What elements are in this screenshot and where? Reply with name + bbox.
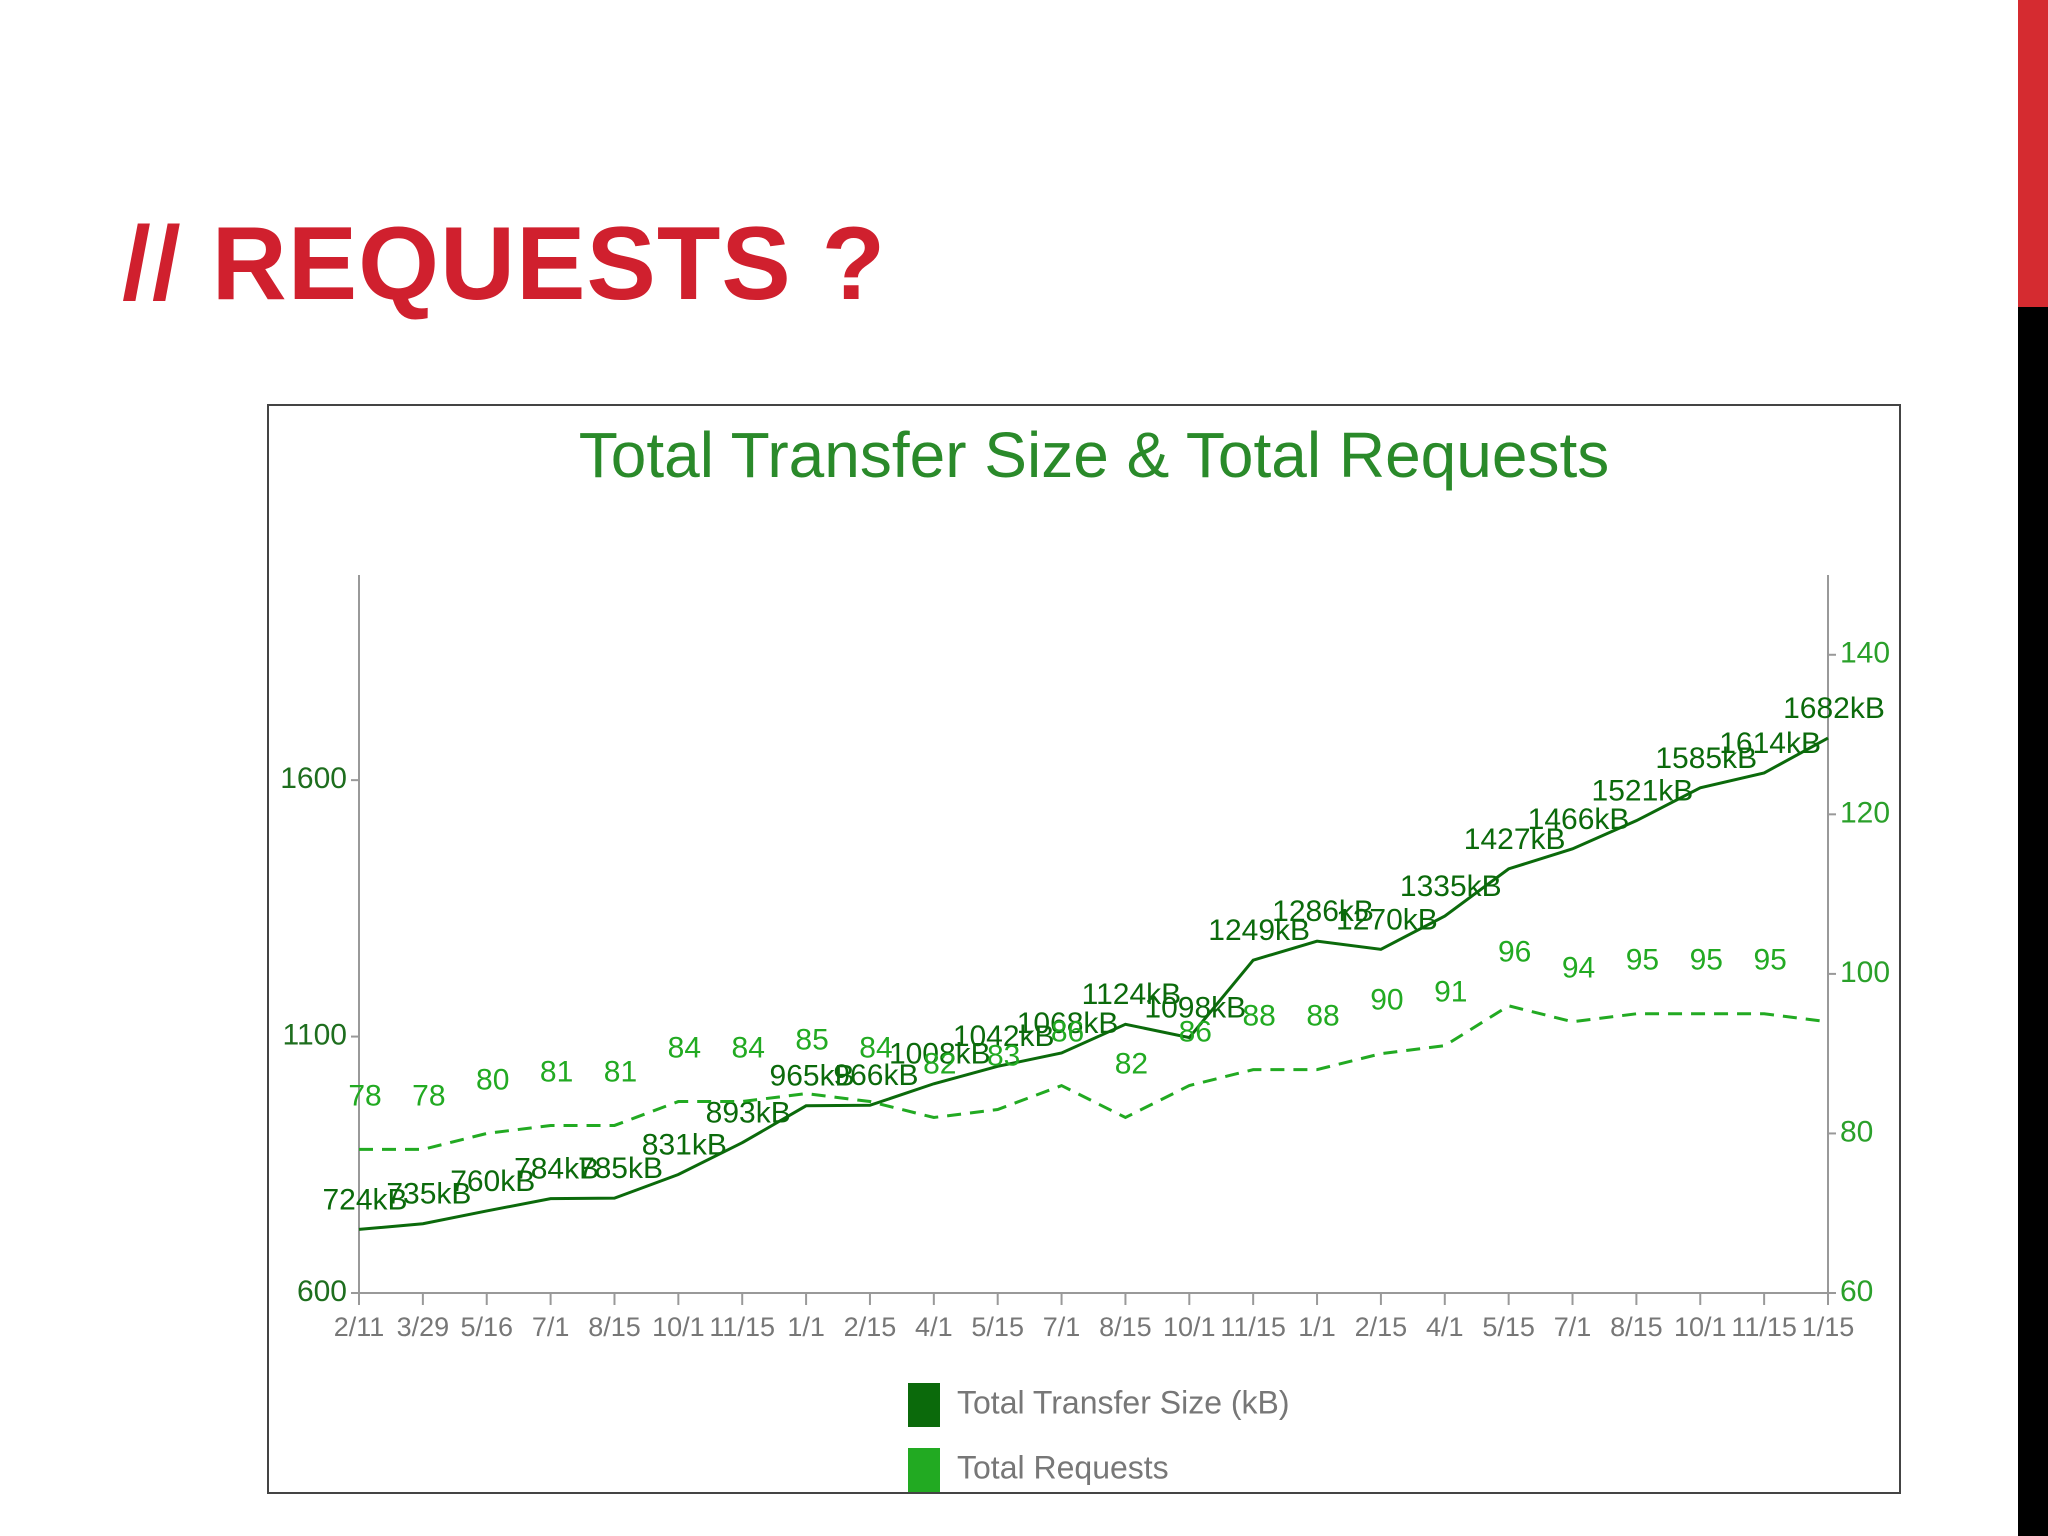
x-tick-label: 4/1 (915, 1312, 953, 1342)
x-tick-label: 5/15 (971, 1312, 1024, 1342)
data-label: 86 (1051, 1015, 1084, 1048)
x-tick-label: 11/15 (1220, 1312, 1286, 1342)
x-tick-label: 2/15 (844, 1312, 897, 1342)
y-tick-label: 1100 (282, 1018, 347, 1051)
x-tick-label: 1/1 (1298, 1312, 1336, 1342)
x-tick-label: 5/15 (1482, 1312, 1535, 1342)
data-label: 1335kB (1400, 870, 1502, 903)
data-label: 94 (1562, 952, 1595, 985)
chart-title: Total Transfer Size & Total Requests (579, 419, 1609, 491)
data-label: 1098kB (1144, 992, 1246, 1025)
data-label: 1286kB (1272, 895, 1374, 928)
data-label: 96 (1498, 936, 1531, 969)
y2-tick-label: 60 (1840, 1275, 1873, 1308)
data-label: 1008kB (889, 1038, 991, 1071)
legend-swatch (908, 1383, 940, 1427)
data-label: 831kB (642, 1128, 727, 1161)
side-bar (2018, 307, 2048, 1536)
y2-tick-label: 140 (1840, 637, 1890, 670)
data-label: 735kB (386, 1178, 471, 1211)
x-tick-label: 8/15 (1610, 1312, 1663, 1342)
x-tick-label: 1/1 (787, 1312, 825, 1342)
y2-tick-label: 100 (1840, 956, 1890, 989)
data-label: 95 (1626, 944, 1659, 977)
data-label: 95 (1690, 944, 1723, 977)
legend-label: Total Transfer Size (kB) (957, 1384, 1290, 1420)
data-label: 1614kB (1719, 727, 1821, 760)
data-label: 1249kB (1208, 914, 1310, 947)
accent-bar (2018, 0, 2048, 307)
data-label: 84 (859, 1031, 892, 1064)
data-label: 81 (540, 1055, 573, 1088)
data-label: 88 (1242, 1000, 1275, 1033)
series-line (359, 1004, 1829, 1151)
x-tick-label: 11/15 (1731, 1312, 1797, 1342)
data-label: 1042kB (953, 1020, 1055, 1053)
data-label: 760kB (450, 1165, 535, 1198)
data-label: 80 (476, 1063, 509, 1096)
x-tick-label: 8/15 (1099, 1312, 1152, 1342)
x-tick-label: 8/15 (588, 1312, 641, 1342)
y2-tick-label: 80 (1840, 1115, 1873, 1148)
data-label: 82 (1115, 1047, 1148, 1080)
data-label: 86 (1179, 1015, 1212, 1048)
x-tick-label: 7/1 (1043, 1312, 1081, 1342)
x-tick-label: 10/1 (652, 1312, 705, 1342)
data-label: 784kB (514, 1153, 599, 1186)
x-tick-label: 2/11 (334, 1312, 385, 1342)
x-tick-label: 1/15 (1802, 1312, 1855, 1342)
data-label: 91 (1434, 976, 1467, 1009)
data-label: 1466kB (1528, 803, 1630, 836)
data-label: 81 (604, 1055, 637, 1088)
data-label: 84 (668, 1031, 701, 1064)
legend-label: Total Requests (957, 1449, 1169, 1485)
y-tick-label: 600 (297, 1275, 347, 1308)
data-label: 88 (1306, 1000, 1339, 1033)
data-label: 1427kB (1464, 823, 1566, 856)
data-label: 785kB (578, 1152, 663, 1185)
data-label: 1585kB (1655, 742, 1757, 775)
data-label: 966kB (833, 1059, 918, 1092)
data-label: 1682kB (1783, 692, 1885, 725)
chart-frame (267, 404, 1901, 1494)
x-tick-label: 5/16 (460, 1312, 513, 1342)
data-label: 1124kB (1082, 978, 1182, 1011)
legend-swatch (908, 1448, 940, 1492)
series-line (358, 736, 1829, 1231)
data-label: 82 (923, 1047, 956, 1080)
data-label: 1068kB (1017, 1007, 1119, 1040)
data-label: 1521kB (1592, 775, 1694, 808)
x-tick-label: 7/1 (532, 1312, 570, 1342)
data-label: 85 (795, 1023, 828, 1056)
data-label: 84 (732, 1031, 765, 1064)
data-label: 78 (348, 1079, 381, 1112)
y2-tick-label: 120 (1840, 796, 1890, 829)
data-label: 965kB (770, 1060, 855, 1093)
x-tick-label: 7/1 (1554, 1312, 1592, 1342)
x-tick-label: 4/1 (1426, 1312, 1464, 1342)
x-tick-label: 10/1 (1163, 1312, 1216, 1342)
data-label: 95 (1753, 944, 1786, 977)
x-tick-label: 3/29 (397, 1312, 450, 1342)
data-label: 83 (987, 1039, 1020, 1072)
data-label: 1270kB (1336, 903, 1438, 936)
data-label: 78 (412, 1079, 445, 1112)
x-tick-label: 11/15 (709, 1312, 775, 1342)
x-tick-label: 10/1 (1674, 1312, 1727, 1342)
x-tick-label: 2/15 (1355, 1312, 1408, 1342)
slide-title: // REQUESTS ? (122, 206, 887, 322)
y-tick-label: 1600 (280, 762, 347, 795)
data-label: 90 (1370, 984, 1403, 1017)
data-label: 724kB (322, 1183, 407, 1216)
